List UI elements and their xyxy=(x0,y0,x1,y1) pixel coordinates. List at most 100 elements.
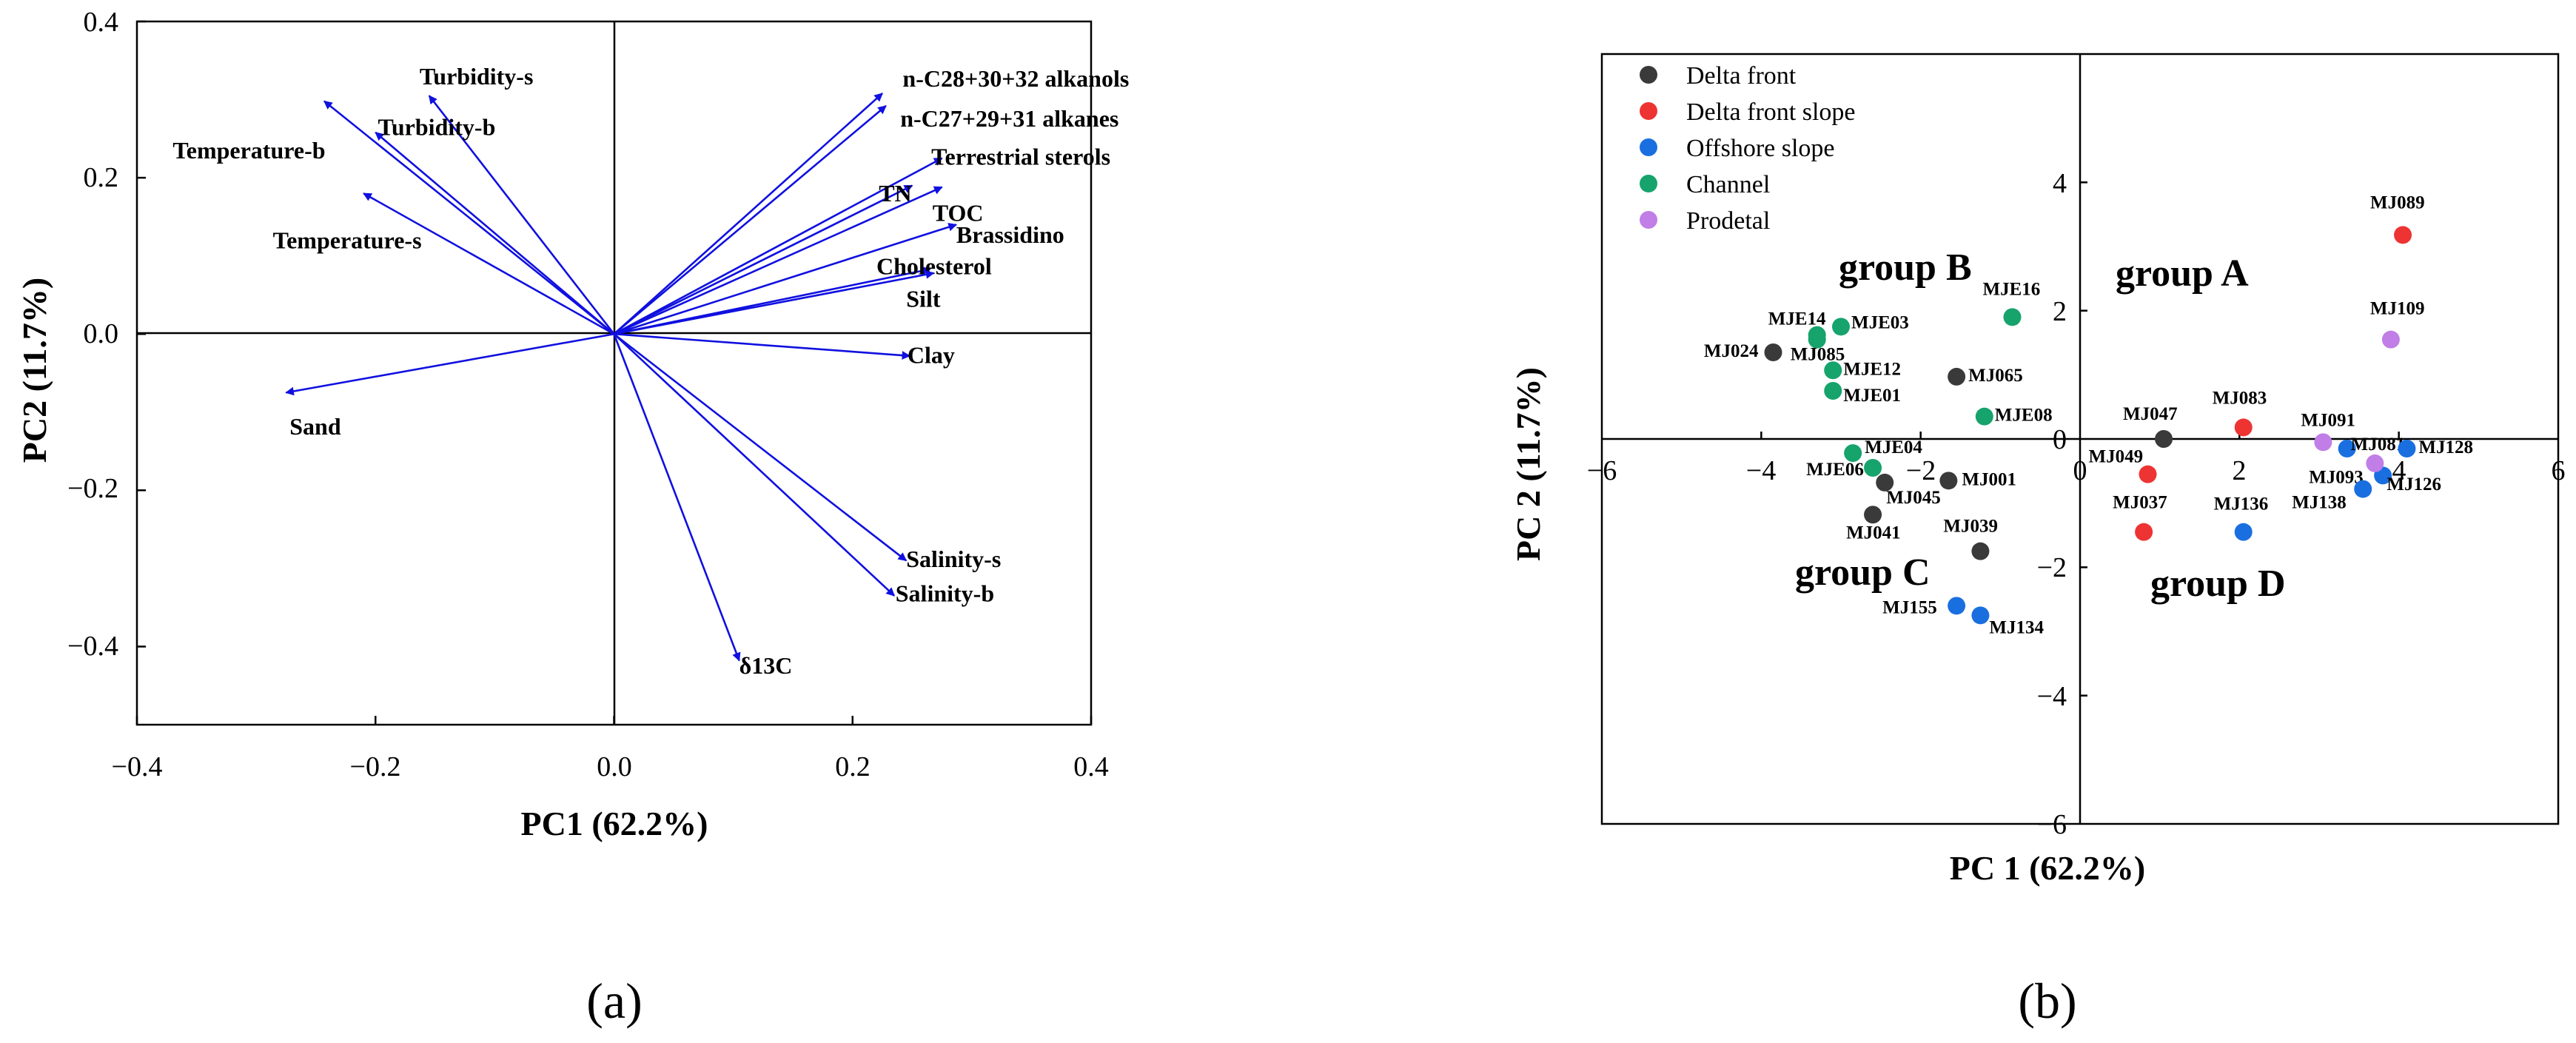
y-axis-title-b: PC 2 (11.7%) xyxy=(1509,367,1547,561)
point-label: MJ136 xyxy=(2214,494,2269,514)
loading-arrow xyxy=(614,332,911,360)
data-point xyxy=(1948,597,1966,615)
y-tick-label: −0.4 xyxy=(67,631,118,662)
score-plot: −6 −4 −2 0 2 4 6 4 2 0 −2 −4 −6 PC 1 (62… xyxy=(1509,53,2566,1029)
loading-arrow xyxy=(613,105,887,335)
panel-label-a: (a) xyxy=(586,973,642,1029)
vector-label: Sand xyxy=(289,413,341,440)
x-axis-title-b: PC 1 (62.2%) xyxy=(1950,849,2145,887)
panel-label-b: (b) xyxy=(2018,973,2076,1029)
point-label: MJ065 xyxy=(1968,366,2023,386)
point-label: MJ045 xyxy=(1886,488,1941,508)
legend-marker xyxy=(1640,175,1657,192)
y-tick-label: −2 xyxy=(2037,552,2067,583)
point-label: MJ138 xyxy=(2292,493,2347,513)
data-point xyxy=(2234,523,2253,541)
group-label: group B xyxy=(1839,247,1972,289)
x-tick-label: −6 xyxy=(1587,455,1617,486)
y-tick-label: −0.2 xyxy=(67,473,118,504)
x-tick-label: −4 xyxy=(1746,455,1776,486)
point-label: MJ155 xyxy=(1882,597,1937,617)
point-label: MJ126 xyxy=(2387,474,2441,494)
point-label: MJ049 xyxy=(2089,447,2144,467)
y-tick-label: 4 xyxy=(2053,168,2067,199)
legend-marker xyxy=(1640,102,1657,120)
y-tick-label: 0.4 xyxy=(84,7,119,38)
point-label: MJ081 xyxy=(2351,435,2406,455)
data-point xyxy=(1808,330,1826,349)
data-point xyxy=(2139,465,2157,483)
group-label: group D xyxy=(2150,563,2286,605)
x-tick-label: 4 xyxy=(2392,455,2406,486)
loading-arrow xyxy=(613,184,913,335)
data-point xyxy=(2381,330,2400,349)
loading-arrow xyxy=(613,333,908,562)
vector-label: Clay xyxy=(908,342,955,369)
vector-label: Silt xyxy=(906,286,941,312)
point-label: MJE16 xyxy=(1982,279,2040,299)
legend-marker xyxy=(1640,66,1657,84)
loading-arrow xyxy=(613,93,883,335)
legend-label: Channel xyxy=(1686,171,1770,198)
legend-label: Delta front xyxy=(1686,62,1797,90)
vector-label: Salinity-b xyxy=(896,580,994,607)
loading-arrow xyxy=(613,157,943,335)
loading-arrow xyxy=(375,131,615,335)
vector-label: Turbidity-s xyxy=(420,63,534,90)
data-point xyxy=(1824,382,1842,400)
data-point xyxy=(2003,308,2022,326)
x-tick-label: 2 xyxy=(2233,455,2247,486)
loading-vectors: Turbidity-s Turbidity-b Temperature-b Tempe… xyxy=(172,63,1129,679)
point-label: MJ037 xyxy=(2113,493,2167,513)
data-point xyxy=(1971,542,1990,560)
point-label: MJ109 xyxy=(2370,299,2425,319)
data-point xyxy=(1939,472,1958,490)
vector-label: Cholesterol xyxy=(876,252,992,279)
vector-label: n-C27+29+31 alkanes xyxy=(900,105,1118,132)
data-point xyxy=(1824,361,1842,380)
y-axis-title-a: PC2 (11.7%) xyxy=(16,278,53,463)
x-axis-title-a: PC1 (62.2%) xyxy=(521,805,708,842)
point-label: MJ041 xyxy=(1846,523,1901,543)
point-label: MJ024 xyxy=(1704,341,1759,361)
y-tick-label: 2 xyxy=(2053,296,2067,327)
point-label: MJE14 xyxy=(1768,309,1826,329)
data-point xyxy=(1975,407,1993,426)
x-tick-label: 0.4 xyxy=(1073,751,1109,782)
data-point xyxy=(2338,440,2356,457)
data-point xyxy=(1876,473,1894,492)
data-point xyxy=(2394,226,2412,244)
x-tick-label: −0.2 xyxy=(350,751,401,782)
vector-label: Temperature-s xyxy=(273,227,422,254)
vector-label: Turbidity-b xyxy=(378,114,495,141)
legend-label: Prodetal xyxy=(1686,207,1770,235)
vector-label: Brassidino xyxy=(956,221,1064,248)
point-label: MJ083 xyxy=(2213,388,2267,408)
legend-marker xyxy=(1640,138,1657,156)
data-point xyxy=(2314,433,2332,452)
y-tick-label: 0.0 xyxy=(84,318,119,349)
point-label: MJ134 xyxy=(1989,617,2044,637)
point-label: MJ093 xyxy=(2309,467,2364,487)
vector-label: Salinity-s xyxy=(906,546,1001,572)
x-tick-label: 0.2 xyxy=(835,751,871,782)
point-label: MJE01 xyxy=(1843,386,1901,406)
legend-label: Offshore slope xyxy=(1686,135,1835,162)
x-tick-label: 0 xyxy=(2073,455,2087,486)
loadings-plot: −0.4 −0.2 0.0 0.2 0.4 −0.4 −0.2 0.0 0.2 … xyxy=(16,7,1129,1029)
point-label: MJE03 xyxy=(1851,312,1909,332)
data-point xyxy=(1948,367,1966,386)
data-point xyxy=(1971,606,1990,625)
loading-arrow xyxy=(285,332,614,396)
data-point xyxy=(1864,459,1882,477)
data-point xyxy=(2366,454,2384,472)
x-tick-label: −0.4 xyxy=(112,751,163,782)
point-label: MJ001 xyxy=(1962,469,2016,489)
vector-label: n-C28+30+32 alkanols xyxy=(902,65,1129,92)
loading-arrow xyxy=(613,186,943,335)
y-tick-label: 0.2 xyxy=(84,162,119,193)
loading-arrow xyxy=(613,333,896,597)
point-label: MJ039 xyxy=(1943,517,1998,537)
group-label: group C xyxy=(1795,551,1931,594)
